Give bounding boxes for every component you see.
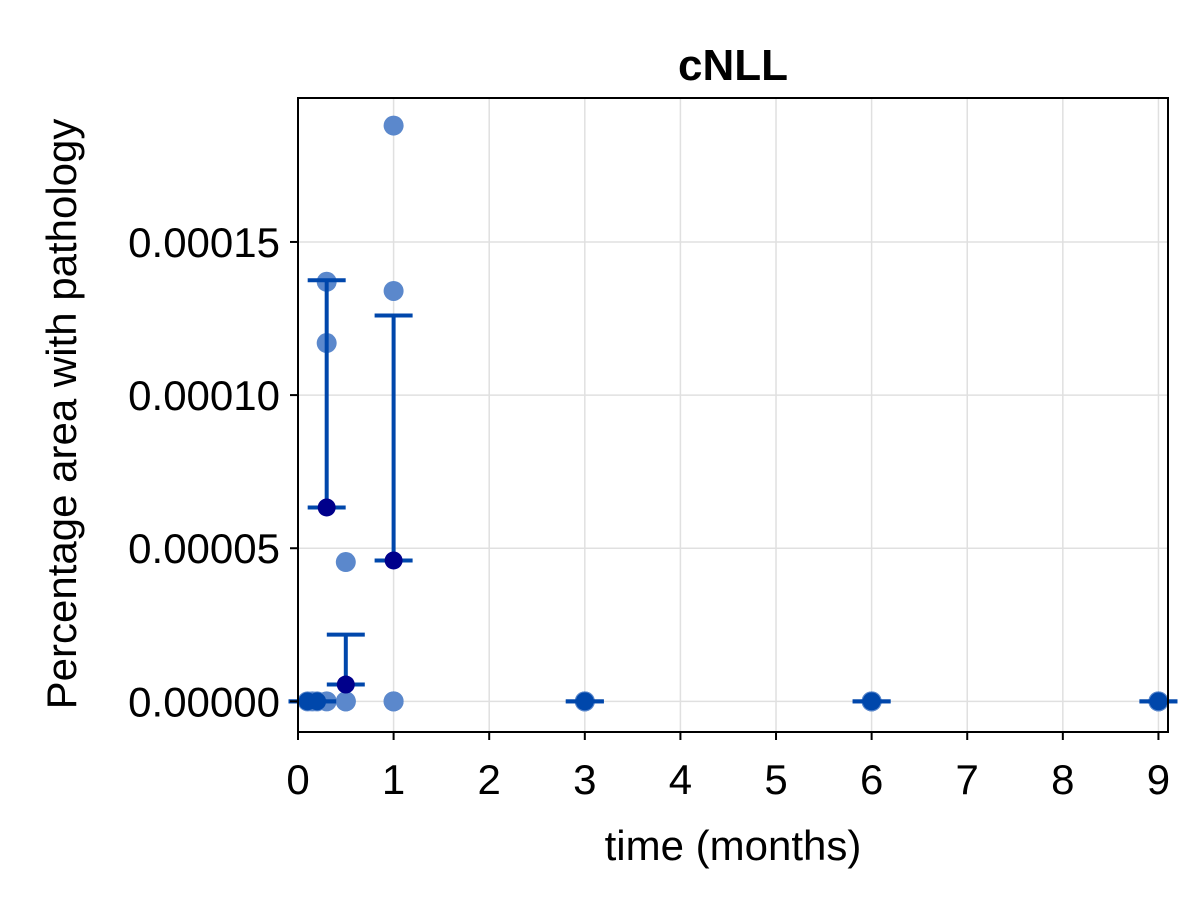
- y-axis: 0.00000 0.00005 0.00010 0.00015: [128, 219, 298, 725]
- plot-area: [288, 115, 1178, 712]
- data-point: [335, 691, 356, 712]
- grid: [297, 98, 1168, 732]
- x-tick-label: 6: [860, 756, 883, 803]
- mean-marker: [575, 692, 594, 711]
- data-point: [383, 691, 404, 712]
- mean-marker: [308, 692, 327, 711]
- x-tick-label: 5: [764, 756, 787, 803]
- mean-marker: [384, 551, 403, 570]
- data-point: [335, 552, 356, 573]
- data-point: [383, 280, 404, 301]
- x-tick-label: 0: [286, 756, 309, 803]
- x-tick-label: 4: [669, 756, 692, 803]
- y-tick-label: 0.00000: [128, 678, 280, 725]
- x-tick-label: 2: [478, 756, 501, 803]
- y-tick-label: 0.00010: [128, 372, 280, 419]
- chart-title: cNLL: [678, 41, 788, 90]
- x-tick-label: 8: [1051, 756, 1074, 803]
- x-tick-label: 3: [573, 756, 596, 803]
- x-tick-label: 1: [382, 756, 405, 803]
- mean-marker: [862, 692, 881, 711]
- y-tick-label: 0.00005: [128, 525, 280, 572]
- mean-marker: [336, 675, 355, 694]
- plot-frame: [297, 97, 1169, 733]
- x-tick-label: 7: [956, 756, 979, 803]
- mean-marker: [317, 498, 336, 517]
- y-tick-label: 0.00015: [128, 219, 280, 266]
- x-tick-label: 9: [1147, 756, 1170, 803]
- data-point: [383, 115, 404, 136]
- x-axis-label: time (months): [605, 822, 862, 869]
- y-axis-label: Percentage area with pathology: [38, 119, 85, 710]
- mean-marker: [1149, 692, 1168, 711]
- x-axis: 0 1 2 3 4 5 6 7 8 9: [286, 732, 1170, 803]
